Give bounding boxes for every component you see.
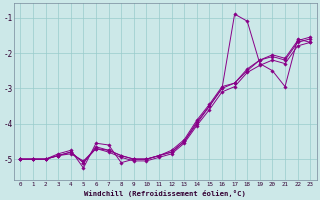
X-axis label: Windchill (Refroidissement éolien,°C): Windchill (Refroidissement éolien,°C)	[84, 190, 246, 197]
